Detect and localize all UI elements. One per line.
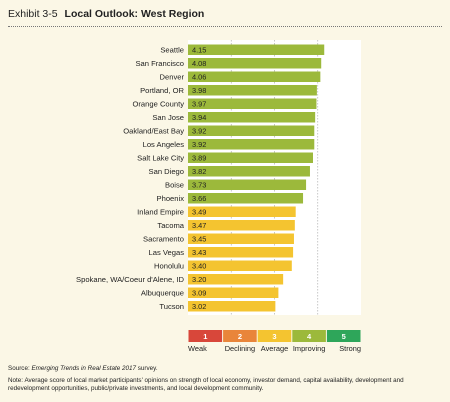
category-label: Salt Lake City: [137, 153, 184, 162]
value-label: 3.02: [192, 302, 206, 311]
category-label: Seattle: [160, 45, 184, 54]
bar: [188, 247, 294, 258]
scale-label: Weak: [188, 344, 207, 353]
category-label: Tacoma: [157, 221, 184, 230]
value-label: 3.43: [192, 248, 206, 257]
source-prefix: Source:: [8, 365, 32, 372]
scale-number: 1: [203, 332, 207, 341]
footnote: Note: Average score of local market part…: [8, 377, 404, 392]
value-label: 4.08: [192, 59, 206, 68]
category-label: San Diego: [149, 167, 184, 176]
bar: [188, 287, 279, 298]
value-label: 4.06: [192, 72, 206, 81]
bar: [188, 139, 315, 150]
bar: [188, 58, 322, 69]
scale-label: Strong: [339, 344, 361, 353]
scale-swatch: [188, 330, 223, 342]
value-label: 3.89: [192, 153, 206, 162]
scale-label: Improving: [293, 344, 325, 353]
category-label: Spokane, WA/Coeur d'Alene, ID: [76, 275, 184, 284]
scale-number: 3: [272, 332, 276, 341]
source-publication: Emerging Trends in Real Estate 2017: [31, 365, 136, 372]
bar: [188, 206, 296, 217]
category-label: Sacramento: [143, 234, 184, 243]
category-label: Albuquerque: [141, 288, 184, 297]
value-label: 3.45: [192, 234, 206, 243]
value-label: 3.92: [192, 126, 206, 135]
category-label: Inland Empire: [137, 207, 184, 216]
source-suffix: survey.: [136, 365, 158, 372]
bar: [188, 44, 325, 55]
value-label: 3.20: [192, 275, 206, 284]
category-label: Orange County: [133, 99, 185, 108]
category-label: Las Vegas: [149, 248, 185, 257]
chart-title: Local Outlook: West Region: [64, 8, 205, 20]
bar: [188, 179, 307, 190]
value-label: 3.47: [192, 221, 206, 230]
category-label: Honolulu: [154, 261, 184, 270]
bar: [188, 233, 294, 244]
value-label: 3.94: [192, 113, 206, 122]
source-note: Source: Emerging Trends in Real Estate 2…: [8, 365, 158, 372]
category-label: Tucson: [159, 302, 184, 311]
value-label: 3.92: [192, 140, 206, 149]
exhibit-number: Exhibit 3-5: [8, 8, 58, 20]
value-label: 3.82: [192, 167, 206, 176]
bar: [188, 71, 321, 82]
value-label: 3.40: [192, 261, 206, 270]
category-label: Denver: [160, 72, 185, 81]
title-divider: [8, 26, 442, 27]
value-label: 3.66: [192, 194, 206, 203]
category-label: Portland, OR: [140, 86, 184, 95]
value-label: 3.97: [192, 99, 206, 108]
bar: [188, 152, 313, 163]
scale-swatch: [223, 330, 257, 342]
bar: [188, 301, 276, 312]
value-label: 3.09: [192, 288, 206, 297]
bar: [188, 112, 316, 123]
scale-number: 4: [307, 332, 312, 341]
value-label: 3.98: [192, 86, 206, 95]
category-label: San Jose: [152, 113, 184, 122]
bar: [188, 166, 310, 177]
scale-number: 5: [342, 332, 346, 341]
bar: [188, 274, 284, 285]
value-label: 4.15: [192, 45, 206, 54]
value-label: 3.49: [192, 207, 206, 216]
scale-label: Average: [261, 344, 288, 353]
bar-chart: Seattle 4.15 San Francisco 4.08 Denver 4.06 Po…: [76, 40, 361, 353]
category-label: Oakland/East Bay: [123, 126, 184, 135]
bar: [188, 98, 317, 109]
bar: [188, 220, 295, 231]
category-label: Los Angeles: [143, 140, 185, 149]
bar: [188, 85, 317, 96]
exhibit-title: Exhibit 3-5 Local Outlook: West Region: [8, 8, 204, 20]
category-label: San Francisco: [135, 59, 184, 68]
bar: [188, 193, 304, 204]
category-label: Boise: [165, 180, 184, 189]
scale-swatch: [326, 330, 361, 342]
bar: [188, 260, 292, 271]
scale-swatch: [292, 330, 326, 342]
category-label: Phoenix: [157, 194, 185, 203]
scale-label: Declining: [225, 344, 255, 353]
scale-number: 2: [238, 332, 242, 341]
value-label: 3.73: [192, 180, 206, 189]
scale-swatch: [257, 330, 292, 342]
bar: [188, 125, 315, 136]
